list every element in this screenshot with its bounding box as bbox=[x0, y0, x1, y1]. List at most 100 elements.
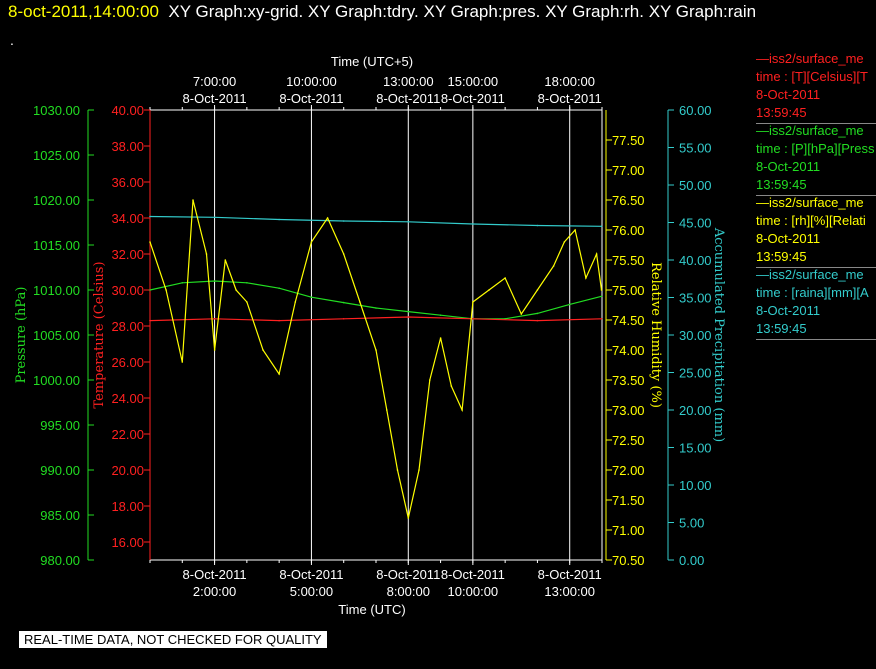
precipitation-axis-title: Accumulated Precipitation (mm) bbox=[711, 227, 726, 442]
legend-line1: —iss2/surface_me bbox=[756, 267, 864, 282]
data-point-humidity bbox=[585, 277, 587, 279]
temperature-tick-label: 22.00 bbox=[111, 427, 144, 442]
temperature-tick-label: 40.00 bbox=[111, 103, 144, 118]
data-point-precipitation bbox=[278, 218, 280, 221]
pressure-tick-label: 995.00 bbox=[40, 418, 80, 433]
data-point-humidity bbox=[396, 469, 399, 471]
humidity-tick-label: 76.00 bbox=[612, 223, 645, 238]
precipitation-tick-label: 45.00 bbox=[679, 216, 712, 231]
pressure-tick-label: 1025.00 bbox=[33, 148, 80, 163]
data-point-pressure bbox=[213, 280, 216, 282]
header-graph-titles: XY Graph:xy-grid. XY Graph:tdry. XY Grap… bbox=[168, 2, 757, 21]
data-point-pressure bbox=[310, 296, 313, 299]
data-point-humidity bbox=[310, 241, 313, 243]
legend-entry: —iss2/surface_me time : [rh][%][Relati 8-O… bbox=[756, 194, 876, 268]
data-point-pressure bbox=[342, 301, 345, 304]
data-point-humidity bbox=[429, 379, 431, 381]
data-point-humidity bbox=[165, 289, 167, 291]
humidity-tick-label: 71.50 bbox=[612, 493, 645, 508]
data-point-humidity bbox=[504, 277, 506, 279]
temperature-tick-label: 34.00 bbox=[111, 211, 144, 226]
data-point-pressure bbox=[568, 303, 571, 306]
data-point-temperature bbox=[407, 316, 410, 318]
data-point-humidity bbox=[574, 229, 576, 231]
bottom-tick-date: 8-Oct-2011 bbox=[441, 567, 505, 582]
legend-entry: —iss2/surface_me time : [T][Celsius][T 8-O… bbox=[756, 50, 876, 124]
humidity-axis-title: Relative Humidity (%) bbox=[648, 262, 663, 408]
data-point-humidity bbox=[262, 349, 264, 351]
data-point-humidity bbox=[192, 199, 194, 201]
data-point-pressure bbox=[246, 282, 248, 284]
temperature-tick-label: 30.00 bbox=[111, 283, 144, 298]
humidity-tick-label: 75.00 bbox=[612, 283, 645, 298]
precipitation-tick-label: 50.00 bbox=[679, 178, 712, 193]
top-tick-date: 8-Oct-2011 bbox=[538, 91, 602, 106]
bottom-tick-date: 8-Oct-2011 bbox=[538, 567, 602, 582]
data-point-humidity bbox=[418, 469, 420, 471]
data-point-precipitation bbox=[213, 216, 216, 219]
top-tick-label: 13:00:00 bbox=[383, 74, 434, 89]
quality-banner: REAL-TIME DATA, NOT CHECKED FOR QUALITY bbox=[19, 631, 327, 648]
temperature-tick-label: 28.00 bbox=[111, 319, 144, 334]
data-point-humidity bbox=[536, 289, 539, 291]
pressure-tick-label: 1015.00 bbox=[33, 238, 80, 253]
data-point-pressure bbox=[600, 295, 603, 298]
legend-line1: —iss2/surface_me bbox=[756, 51, 864, 66]
pressure-axis-title: Pressure (hPa) bbox=[14, 287, 29, 384]
legend-entry: —iss2/surface_me time : [P][hPa][Press 8-O… bbox=[756, 122, 876, 196]
x-axis-title-top: Time (UTC+5) bbox=[331, 54, 413, 69]
legend-line3: 8-Oct-2011 bbox=[756, 159, 821, 174]
precipitation-tick-label: 15.00 bbox=[679, 441, 712, 456]
data-point-pressure bbox=[181, 282, 184, 284]
data-point-precipitation bbox=[342, 220, 345, 222]
humidity-tick-label: 75.50 bbox=[612, 253, 645, 268]
data-point-humidity bbox=[294, 301, 297, 303]
temperature-tick-label: 20.00 bbox=[111, 463, 144, 478]
humidity-tick-label: 70.50 bbox=[612, 553, 645, 568]
header-dot: . bbox=[10, 32, 14, 48]
legend-line3: 8-Oct-2011 bbox=[756, 303, 821, 318]
data-point-humidity bbox=[246, 301, 248, 303]
humidity-tick-label: 71.00 bbox=[612, 523, 645, 538]
legend-line4: 13:59:45 bbox=[756, 105, 807, 120]
top-tick-label: 15:00:00 bbox=[448, 74, 499, 89]
data-point-humidity bbox=[472, 301, 474, 303]
precipitation-tick-label: 25.00 bbox=[679, 366, 712, 381]
legend-line2: time : [rh][%][Relati bbox=[756, 213, 866, 228]
data-point-humidity bbox=[326, 217, 329, 219]
precipitation-tick-label: 40.00 bbox=[679, 253, 712, 268]
pressure-tick-label: 1010.00 bbox=[33, 283, 80, 298]
temperature-axis-title: Temperature (Celsius) bbox=[92, 261, 107, 408]
data-point-pressure bbox=[439, 314, 442, 317]
temperature-tick-label: 36.00 bbox=[111, 175, 144, 190]
temperature-tick-label: 38.00 bbox=[111, 139, 144, 154]
legend-line4: 13:59:45 bbox=[756, 177, 807, 192]
data-point-pressure bbox=[375, 307, 377, 309]
bottom-tick-date: 8-Oct-2011 bbox=[183, 567, 247, 582]
data-point-humidity bbox=[595, 253, 598, 255]
data-point-temperature bbox=[536, 319, 539, 322]
humidity-tick-label: 77.00 bbox=[612, 163, 645, 178]
data-point-humidity bbox=[359, 301, 361, 303]
top-tick-label: 10:00:00 bbox=[286, 74, 337, 89]
data-point-humidity bbox=[181, 361, 184, 363]
data-point-humidity bbox=[461, 409, 463, 411]
data-point-temperature bbox=[342, 318, 345, 320]
precipitation-tick-label: 20.00 bbox=[679, 403, 712, 418]
plot-frame bbox=[149, 109, 603, 561]
legend-line1: —iss2/surface_me bbox=[756, 123, 864, 138]
data-point-humidity bbox=[278, 373, 280, 375]
pressure-tick-label: 1005.00 bbox=[33, 328, 80, 343]
top-tick-date: 8-Oct-2011 bbox=[183, 91, 247, 106]
legend-line4: 13:59:45 bbox=[756, 321, 807, 336]
bottom-tick-label: 5:00:00 bbox=[290, 584, 333, 599]
legend-line2: time : [raina][mm][A bbox=[756, 285, 869, 300]
data-point-humidity bbox=[600, 289, 603, 291]
data-point-humidity bbox=[342, 253, 345, 255]
humidity-tick-label: 72.50 bbox=[612, 433, 645, 448]
precipitation-tick-label: 55.00 bbox=[679, 141, 712, 156]
data-point-humidity bbox=[386, 409, 388, 411]
legend-line4: 13:59:45 bbox=[756, 249, 807, 264]
data-point-temperature bbox=[600, 318, 603, 320]
legend-entry-box: —iss2/surface_me time : [rh][%][Relati 8-O… bbox=[756, 194, 876, 268]
